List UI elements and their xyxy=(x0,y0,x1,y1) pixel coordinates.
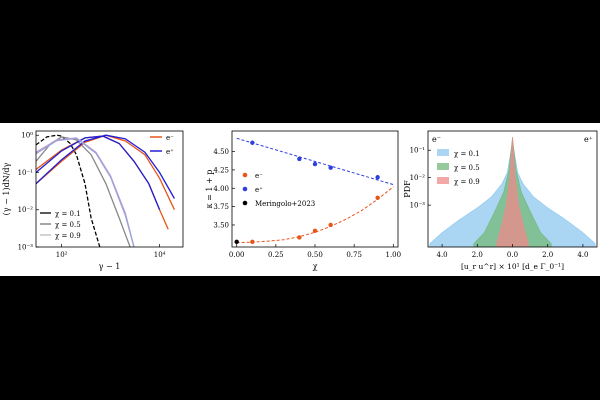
x-tick-label: 0.75 xyxy=(346,251,362,259)
y-tick-label: 10⁻³ xyxy=(18,244,34,252)
figure: 10² 10⁴ 10⁰ 10⁻¹ 10⁻² 10⁻³ γ − 1 (γ − 1)dN/dγ e⁻… xyxy=(2,130,598,271)
legend-label: χ = 0.5 xyxy=(454,164,480,172)
data-point xyxy=(328,165,333,170)
data-point xyxy=(375,175,380,180)
y-tick-label: 10⁻² xyxy=(18,206,34,214)
figure-panel: 10² 10⁴ 10⁰ 10⁻¹ 10⁻² 10⁻³ γ − 1 (γ − 1)dN/dγ e⁻… xyxy=(0,123,600,276)
data-point xyxy=(312,161,318,167)
plot2-y-axis-label: κ = 1 + p xyxy=(205,170,214,209)
y-tick-label: 10⁰ xyxy=(21,132,33,140)
spectrum-line-chi0.1 xyxy=(36,134,101,247)
y-tick-label: 3.50 xyxy=(213,221,229,229)
y-tick-label: 4.00 xyxy=(213,185,229,193)
plot1-x-axis-label: γ − 1 xyxy=(99,262,121,271)
y-tick-label: 10⁻² xyxy=(410,174,426,182)
legend-species-label: e⁻ xyxy=(166,134,174,142)
legend-marker xyxy=(242,200,248,206)
legend-swatch xyxy=(437,149,449,156)
x-tick-label: 0.0 xyxy=(507,251,518,259)
plot3-y-axis-label: PDF xyxy=(403,180,412,198)
y-tick-label: 10⁻¹ xyxy=(410,147,426,155)
y-tick-label: 3.75 xyxy=(213,203,229,211)
spectrum-line-e+ xyxy=(36,134,175,199)
x-tick-label: 2.0 xyxy=(472,251,483,259)
x-tick-label: 0.25 xyxy=(268,251,284,259)
corner-label-e-minus: e⁻ xyxy=(432,135,441,144)
y-tick-label: 4.50 xyxy=(213,148,229,156)
legend-swatch xyxy=(437,163,449,170)
fit-line xyxy=(236,137,394,186)
data-point xyxy=(250,239,255,245)
x-tick-label: 4.0 xyxy=(437,251,448,259)
x-tick-label: 0.00 xyxy=(229,251,245,259)
y-tick-label: 10⁻³ xyxy=(410,202,426,210)
plot1-frame xyxy=(35,130,184,248)
data-point xyxy=(297,235,302,240)
spectrum-line-e- xyxy=(36,134,175,210)
corner-label-e-plus: e⁺ xyxy=(584,135,593,144)
legend-marker xyxy=(242,186,248,192)
legend-label: χ = 0.9 xyxy=(454,178,480,186)
x-tick-label: 4.0 xyxy=(577,251,588,259)
pdf-area xyxy=(496,137,529,247)
plot1-y-axis-label: (γ − 1)dN/dγ xyxy=(2,162,11,215)
fit-line xyxy=(236,186,394,244)
legend-chi-label: χ = 0.5 xyxy=(55,221,81,229)
data-point xyxy=(234,239,239,245)
spectrum-line-chi0.9 xyxy=(36,137,135,247)
x-tick-label: 10² xyxy=(56,251,68,259)
plot3-series xyxy=(429,137,596,247)
data-point xyxy=(375,195,380,201)
legend-label: χ = 0.1 xyxy=(454,150,480,158)
x-tick-label: 1.00 xyxy=(386,251,402,259)
data-point xyxy=(328,222,333,228)
x-tick-label: 10⁴ xyxy=(154,251,166,259)
legend-label: e⁻ xyxy=(255,172,263,180)
legend-marker xyxy=(242,172,248,178)
legend-chi-label: χ = 0.9 xyxy=(55,232,81,240)
legend-label: Meringolo+2023 xyxy=(255,200,315,208)
x-tick-label: 2.0 xyxy=(542,251,553,259)
y-tick-label: 4.25 xyxy=(213,166,229,174)
legend-chi-label: χ = 0.1 xyxy=(55,210,81,218)
plot2-x-axis-label: χ xyxy=(313,262,318,271)
spectrum-line-e+ xyxy=(36,135,161,210)
data-point xyxy=(297,156,302,162)
legend-species-label: e⁺ xyxy=(166,148,174,156)
y-tick-label: 10⁻¹ xyxy=(18,169,34,177)
spectrum-line-chi0.9 xyxy=(36,137,135,247)
plot3-x-axis-label: [u_r u^r] × 10¹ [d_e Γ_0⁻¹] xyxy=(461,262,564,271)
data-point xyxy=(312,228,318,234)
legend-swatch xyxy=(437,177,449,184)
data-point xyxy=(250,140,255,145)
x-tick-label: 0.50 xyxy=(307,251,323,259)
legend-label: e⁺ xyxy=(255,186,263,194)
plot1-series xyxy=(36,134,175,247)
